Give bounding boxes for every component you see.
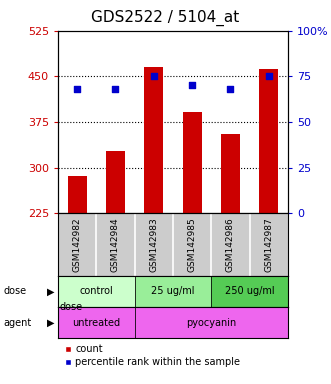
Text: GSM142985: GSM142985 bbox=[188, 217, 197, 272]
Point bbox=[228, 86, 233, 92]
Point bbox=[113, 86, 118, 92]
Text: ▶: ▶ bbox=[47, 286, 55, 296]
Text: agent: agent bbox=[3, 318, 31, 328]
Text: dose: dose bbox=[59, 302, 82, 312]
Bar bbox=[106, 151, 125, 213]
Text: 25 ug/ml: 25 ug/ml bbox=[151, 286, 195, 296]
Text: ▶: ▶ bbox=[47, 318, 55, 328]
Bar bbox=[144, 67, 164, 213]
Bar bbox=[135, 276, 211, 307]
Text: GSM142984: GSM142984 bbox=[111, 217, 120, 272]
Point bbox=[74, 86, 80, 92]
Text: GSM142986: GSM142986 bbox=[226, 217, 235, 272]
Legend: count, percentile rank within the sample: count, percentile rank within the sample bbox=[63, 343, 241, 368]
Text: GSM142987: GSM142987 bbox=[264, 217, 273, 272]
Text: GSM142982: GSM142982 bbox=[72, 217, 82, 272]
Text: GDS2522 / 5104_at: GDS2522 / 5104_at bbox=[91, 10, 240, 26]
Bar bbox=[58, 276, 135, 307]
Text: dose: dose bbox=[3, 286, 26, 296]
Bar bbox=[259, 69, 278, 213]
Text: pyocyanin: pyocyanin bbox=[186, 318, 236, 328]
Bar bbox=[211, 276, 288, 307]
Point bbox=[266, 73, 271, 79]
Text: control: control bbox=[79, 286, 113, 296]
Bar bbox=[135, 307, 288, 338]
Bar bbox=[221, 134, 240, 213]
Text: untreated: untreated bbox=[72, 318, 120, 328]
Bar bbox=[182, 112, 202, 213]
Bar bbox=[68, 175, 87, 213]
Text: 250 ug/ml: 250 ug/ml bbox=[225, 286, 274, 296]
Text: GSM142983: GSM142983 bbox=[149, 217, 158, 272]
Bar bbox=[58, 307, 135, 338]
Point bbox=[151, 73, 157, 79]
Point bbox=[189, 83, 195, 89]
